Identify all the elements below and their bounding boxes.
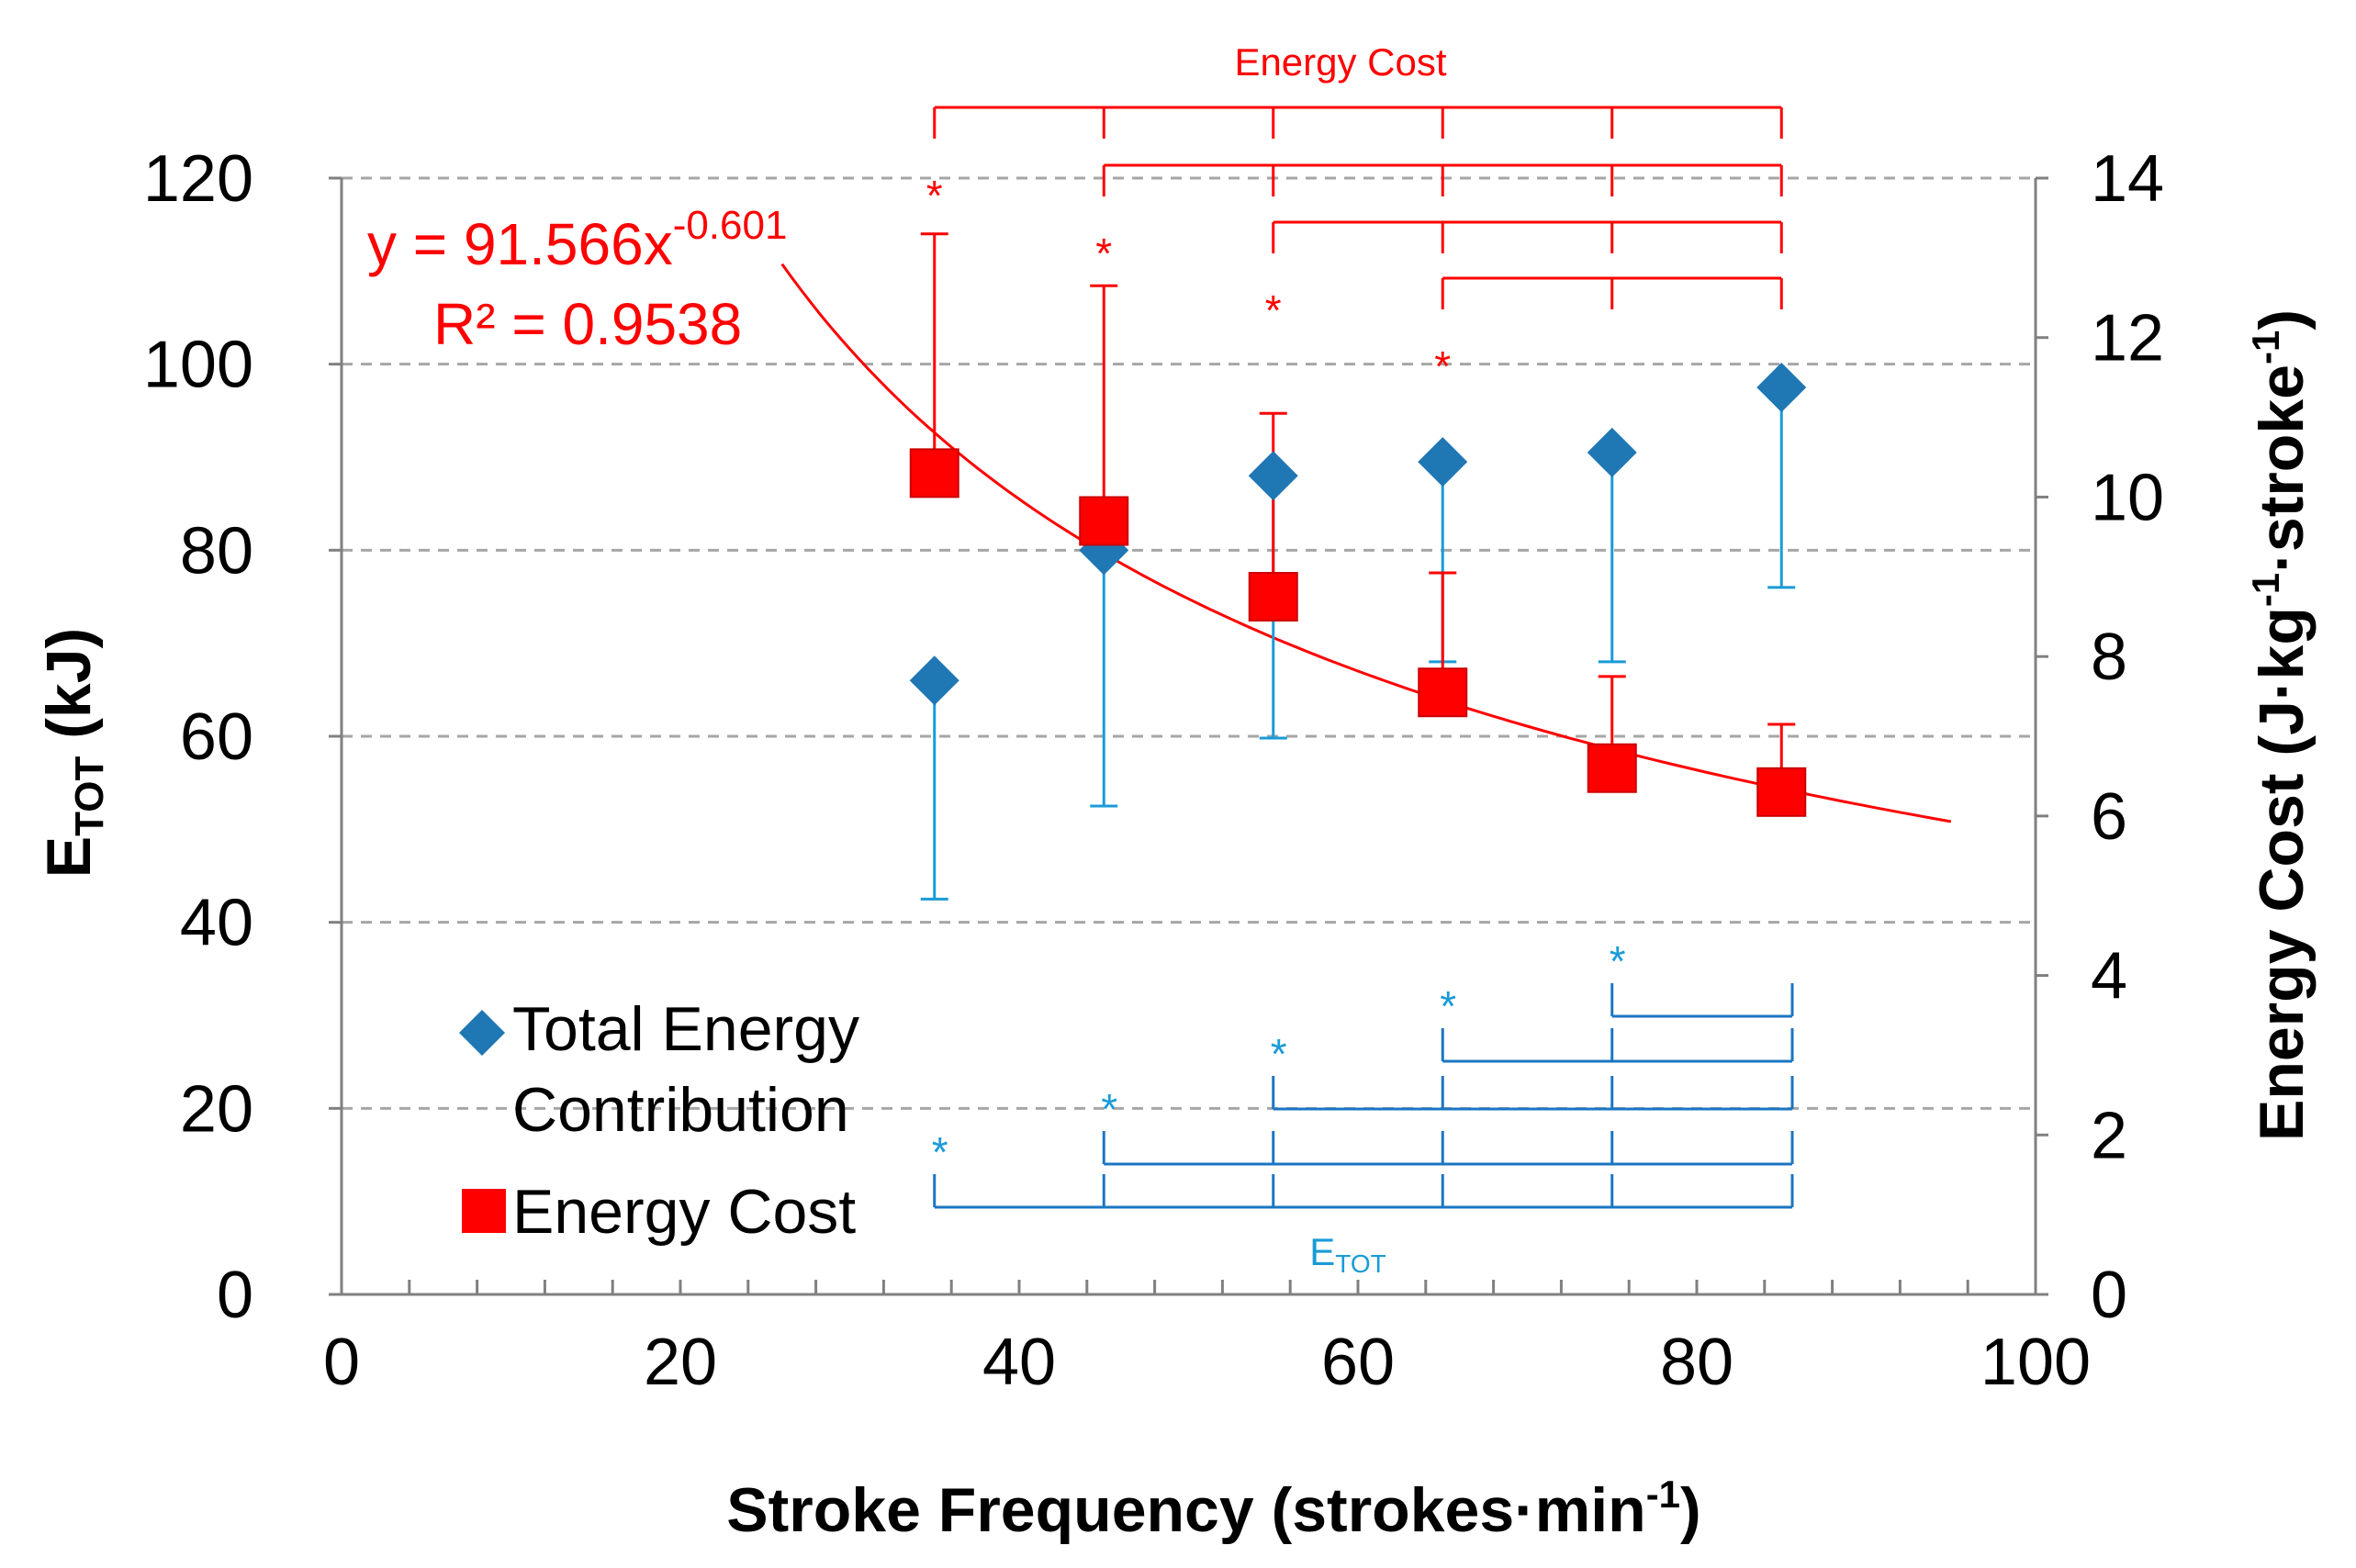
y-right-tick-label-12: 12: [2091, 302, 2164, 375]
energy-cost-point: [1248, 572, 1298, 622]
legend-square-icon: [462, 1189, 506, 1233]
blue-significance-star: *: [1610, 937, 1626, 985]
x-tick-label-100: 100: [1980, 1326, 2091, 1399]
x-tick-label-80: 80: [1660, 1326, 1733, 1399]
y-left-tick-label-100: 100: [143, 329, 253, 402]
y-left-tick-label-80: 80: [180, 514, 253, 588]
y-left-tick-label-20: 20: [180, 1072, 253, 1146]
energy-cost-point: [909, 448, 959, 498]
blue-significance-star: *: [1271, 1030, 1287, 1078]
svg-text:y = 91.566x-0.601: y = 91.566x-0.601: [367, 203, 787, 277]
energy-cost-point: [1587, 743, 1637, 793]
trendline-power-curve: [780, 263, 1952, 823]
energy-cost-point: [1079, 496, 1129, 546]
energy-cost-point: [1418, 667, 1468, 718]
y-right-tick-label-4: 4: [2091, 940, 2127, 1014]
red-significance-star: *: [1434, 342, 1451, 390]
blue-significance-star: *: [1101, 1085, 1117, 1133]
y-right-tick-label-10: 10: [2091, 461, 2164, 534]
x-tick-label-40: 40: [982, 1326, 1056, 1399]
red-significance-star: *: [1265, 286, 1282, 334]
x-tick-label-60: 60: [1321, 1326, 1395, 1399]
etot-point: [909, 655, 959, 706]
etot-point: [1587, 427, 1637, 477]
etot-point: [1418, 437, 1468, 487]
y-right-tick-label-0: 0: [2091, 1259, 2127, 1332]
x-axis-title: Stroke Frequency (strokes·min-1): [726, 1473, 1700, 1545]
legend-label-energy-cost: Energy Cost: [512, 1177, 856, 1247]
trendline-group: [780, 263, 1952, 823]
blue-bracket-label: ETOT: [1309, 1230, 1386, 1278]
equation-exponent: -0.601: [673, 203, 788, 248]
legend-label-total-energy-line2: Contribution: [512, 1075, 849, 1145]
legend-diamond-icon: [459, 1010, 505, 1056]
blue-significance-star: *: [1440, 982, 1456, 1030]
r-squared-text: R² = 0.9538: [433, 291, 742, 357]
y-axis-right-title: Energy Cost (J·kg-1·stroke-1): [2244, 309, 2317, 1141]
red-bracket-label: Energy Cost: [1234, 40, 1446, 84]
y-right-tick-label-8: 8: [2091, 621, 2127, 694]
etot-point: [1248, 451, 1298, 501]
y-left-tick-label-120: 120: [143, 142, 253, 216]
significance-brackets: * * * * * * * * *: [926, 106, 1794, 1209]
y-right-tick-label-6: 6: [2091, 780, 2127, 854]
y-axis-left-title: ETOT (kJ): [34, 628, 112, 878]
axes: [329, 176, 2048, 1296]
x-tick-label-20: 20: [644, 1326, 717, 1399]
red-significance-star: *: [926, 172, 943, 219]
equation-text: y = 91.566x: [367, 211, 673, 277]
y-left-tick-label-40: 40: [180, 887, 253, 960]
etot-point: [1756, 363, 1807, 412]
legend-label-total-energy-line1: Total Energy: [512, 994, 859, 1064]
y-right-tick-label-14: 14: [2091, 142, 2164, 216]
legend: Total Energy Contribution Energy Cost: [459, 994, 859, 1247]
energy-cost-point: [1756, 767, 1807, 817]
series-group: [909, 232, 1807, 901]
y-right-tick-label-2: 2: [2091, 1099, 2127, 1172]
y-left-tick-label-0: 0: [217, 1259, 253, 1332]
trendline-equation: y = 91.566x-0.601 R² = 0.9538: [367, 203, 787, 357]
x-tick-label-0: 0: [323, 1326, 360, 1399]
blue-significance-star: *: [932, 1128, 948, 1176]
red-significance-star: *: [1095, 230, 1112, 277]
y-left-tick-label-60: 60: [180, 700, 253, 774]
